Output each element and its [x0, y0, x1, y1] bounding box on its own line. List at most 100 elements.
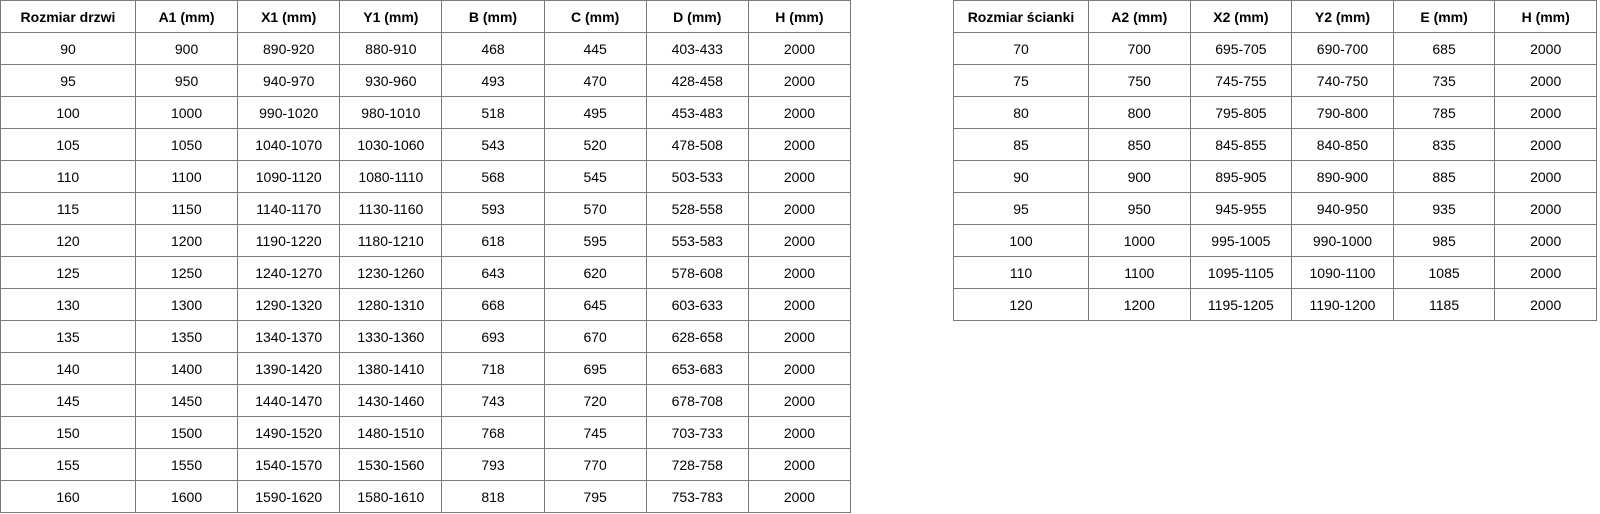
table-cell: 2000	[747, 384, 852, 417]
table-cell: 95	[953, 192, 1089, 225]
table-row: 100 1000 995-1005 990-1000 985 2000	[953, 224, 1597, 257]
table-row: 85 850 845-855 840-850 835 2000	[953, 128, 1597, 161]
table-cell: 428-458	[645, 64, 749, 97]
table-cell: 1050	[134, 128, 239, 161]
table-cell: 1095-1105	[1189, 256, 1293, 289]
table-cell: 800	[1088, 96, 1191, 129]
table-cell: 110	[953, 256, 1089, 289]
table-cell: 628-658	[645, 320, 749, 353]
table-cell: 703-733	[645, 416, 749, 449]
table-cell: 1200	[134, 224, 239, 257]
table-cell: 2000	[1494, 288, 1597, 321]
table-cell: 1040-1070	[237, 128, 341, 161]
table-cell: 90	[0, 32, 136, 65]
table-cell: 1490-1520	[237, 416, 341, 449]
table-cell: 795	[543, 480, 647, 513]
table-cell: 553-583	[645, 224, 749, 257]
table-cell: 1500	[134, 416, 239, 449]
table-cell: 2000	[747, 320, 852, 353]
table-cell: 160	[0, 480, 136, 513]
table-cell: 120	[953, 288, 1089, 321]
column-header: H (mm)	[1494, 0, 1597, 33]
table-cell: 753-783	[645, 480, 749, 513]
table-row: 120 1200 1195-1205 1190-1200 1185 2000	[953, 288, 1597, 321]
column-header: Rozmiar ścianki	[953, 0, 1089, 33]
column-header: X1 (mm)	[237, 0, 341, 33]
table-cell: 578-608	[645, 256, 749, 289]
table-cell: 2000	[747, 288, 852, 321]
table-cell: 880-910	[339, 32, 443, 65]
table-cell: 770	[543, 448, 647, 481]
table-cell: 728-758	[645, 448, 749, 481]
table-cell: 1450	[134, 384, 239, 417]
table-cell: 595	[543, 224, 647, 257]
column-header: D (mm)	[645, 0, 749, 33]
table-row: 100 1000 990-1020 980-1010 518 495 453-483 2000	[0, 96, 852, 129]
table-cell: 1085	[1392, 256, 1496, 289]
table-cell: 115	[0, 192, 136, 225]
table-cell: 1550	[134, 448, 239, 481]
table-cell: 1440-1470	[237, 384, 341, 417]
column-header: A2 (mm)	[1088, 0, 1191, 33]
table-cell: 130	[0, 288, 136, 321]
table-cell: 735	[1392, 64, 1496, 97]
table-cell: 768	[441, 416, 545, 449]
table-cell: 1030-1060	[339, 128, 443, 161]
table-cell: 740-750	[1291, 64, 1394, 97]
table-cell: 2000	[1494, 160, 1597, 193]
table-cell: 403-433	[645, 32, 749, 65]
column-header: Y1 (mm)	[339, 0, 443, 33]
table-row: 120 1200 1190-1220 1180-1210 618 595 553-583 20…	[0, 224, 852, 257]
table-cell: 493	[441, 64, 545, 97]
table-cell: 545	[543, 160, 647, 193]
table-cell: 518	[441, 96, 545, 129]
column-header: X2 (mm)	[1189, 0, 1293, 33]
table-cell: 1140-1170	[237, 192, 341, 225]
column-header: H (mm)	[747, 0, 852, 33]
table-cell: 125	[0, 256, 136, 289]
table-cell: 695	[543, 352, 647, 385]
table-cell: 1000	[1088, 224, 1191, 257]
table-cell: 2000	[747, 224, 852, 257]
table-cell: 1090-1120	[237, 160, 341, 193]
table-cell: 835	[1392, 128, 1496, 161]
table-cell: 135	[0, 320, 136, 353]
table-cell: 900	[1088, 160, 1191, 193]
table-cell: 1350	[134, 320, 239, 353]
table-cell: 2000	[1494, 128, 1597, 161]
table-cell: 750	[1088, 64, 1191, 97]
table-cell: 890-900	[1291, 160, 1394, 193]
table-cell: 140	[0, 352, 136, 385]
table-row: 95 950 945-955 940-950 935 2000	[953, 192, 1597, 225]
table-row: 130 1300 1290-1320 1280-1310 668 645 603-633 20…	[0, 288, 852, 321]
table-cell: 2000	[747, 192, 852, 225]
table-cell: 1280-1310	[339, 288, 443, 321]
table-cell: 1400	[134, 352, 239, 385]
table-cell: 105	[0, 128, 136, 161]
table-cell: 2000	[747, 448, 852, 481]
table-cell: 790-800	[1291, 96, 1394, 129]
table-cell: 1150	[134, 192, 239, 225]
table-cell: 120	[0, 224, 136, 257]
table-cell: 1240-1270	[237, 256, 341, 289]
table-cell: 818	[441, 480, 545, 513]
table-row: 95 950 940-970 930-960 493 470 428-458 2000	[0, 64, 852, 97]
table-cell: 1190-1220	[237, 224, 341, 257]
table-cell: 2000	[747, 64, 852, 97]
table-cell: 570	[543, 192, 647, 225]
table-cell: 1580-1610	[339, 480, 443, 513]
door-dimensions-table: Rozmiar drzwi A1 (mm) X1 (mm) Y1 (mm) B (mm)…	[0, 0, 852, 513]
table-cell: 150	[0, 416, 136, 449]
column-header: Rozmiar drzwi	[0, 0, 136, 33]
table-cell: 793	[441, 448, 545, 481]
table-cell: 985	[1392, 224, 1496, 257]
table-cell: 1430-1460	[339, 384, 443, 417]
wall-panel-dimensions-table: Rozmiar ścianki A2 (mm) X2 (mm) Y2 (mm) E (m…	[953, 0, 1597, 321]
table-cell: 1340-1370	[237, 320, 341, 353]
table-cell: 900	[134, 32, 239, 65]
table-cell: 110	[0, 160, 136, 193]
table-cell: 668	[441, 288, 545, 321]
table-cell: 1195-1205	[1189, 288, 1293, 321]
table-cell: 620	[543, 256, 647, 289]
table-cell: 850	[1088, 128, 1191, 161]
